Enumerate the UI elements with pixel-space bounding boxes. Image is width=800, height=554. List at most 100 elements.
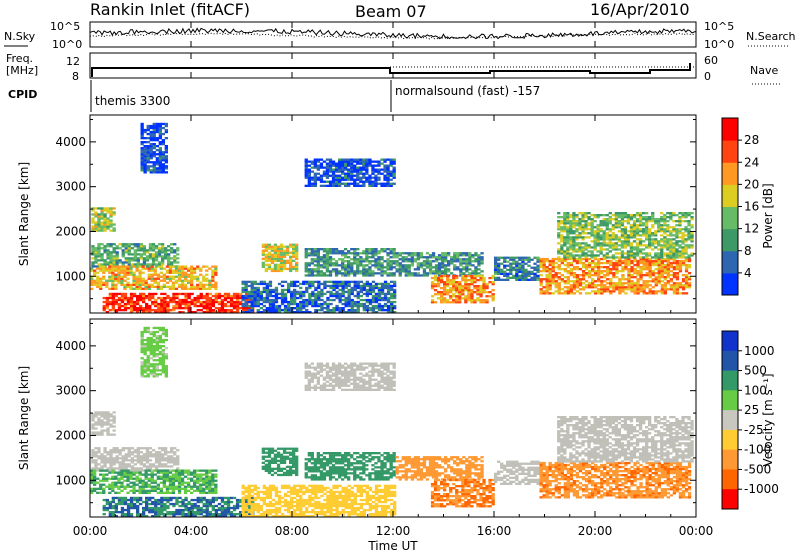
range-gate-cell	[271, 290, 276, 294]
range-gate-cell	[117, 269, 121, 272]
range-gate-cell	[563, 276, 567, 279]
range-gate-cell	[365, 250, 369, 253]
range-gate-cell	[503, 256, 507, 259]
range-gate-cell	[180, 267, 185, 270]
range-gate-cell	[657, 268, 661, 271]
range-gate-cell	[642, 266, 646, 269]
range-gate-cell	[112, 451, 116, 454]
range-gate-cell	[359, 178, 363, 181]
range-gate-cell	[428, 270, 433, 273]
range-gate-cell	[344, 300, 348, 304]
range-gate-cell	[690, 234, 694, 237]
range-gate-cell	[392, 250, 396, 253]
range-gate-cell	[149, 155, 153, 158]
range-gate-cell	[398, 266, 402, 269]
range-gate-cell	[158, 171, 162, 174]
range-gate-cell	[651, 238, 655, 241]
range-gate-cell	[304, 170, 308, 173]
range-gate-cell	[648, 292, 652, 295]
range-gate-cell	[497, 256, 501, 259]
range-gate-cell	[627, 276, 631, 279]
range-gate-cell	[316, 158, 320, 161]
range-gate-cell	[133, 463, 137, 466]
range-gate-cell	[155, 126, 159, 130]
range-gate-cell	[629, 224, 634, 227]
range-gate-cell	[184, 296, 188, 300]
range-gate-cell	[232, 300, 237, 304]
range-gate-cell	[214, 271, 218, 274]
range-gate-cell	[386, 307, 391, 310]
range-gate-cell	[334, 248, 339, 251]
range-gate-cell	[389, 272, 393, 275]
range-gate-cell	[575, 274, 580, 277]
range-gate-cell	[277, 307, 282, 310]
range-gate-cell	[515, 262, 519, 265]
range-gate-cell	[636, 266, 640, 269]
range-gate-cell	[440, 276, 444, 280]
range-gate-cell	[602, 234, 606, 237]
range-gate-cell	[362, 184, 366, 187]
range-gate-cell	[338, 182, 342, 185]
range-gate-cell	[666, 259, 670, 263]
range-gate-cell	[590, 232, 594, 235]
range-gate-cell	[681, 254, 685, 257]
range-gate-cell	[322, 180, 327, 183]
range-gate-cell	[386, 178, 390, 181]
range-gate-cell	[250, 300, 254, 304]
range-gate-cell	[99, 267, 103, 270]
range-gate-cell	[313, 268, 317, 271]
range-gate-cell	[618, 278, 622, 281]
range-gate-cell	[503, 258, 507, 261]
range-gate-cell	[280, 288, 285, 292]
range-gate-cell	[636, 282, 640, 285]
range-gate-cell	[149, 147, 153, 150]
range-gate-cell	[629, 234, 634, 237]
range-gate-cell	[609, 280, 613, 283]
range-gate-cell	[171, 285, 176, 288]
range-gate-cell	[386, 180, 390, 183]
range-gate-cell	[687, 228, 691, 231]
range-gate-cell	[105, 300, 109, 304]
noise-right-label: N.Search	[746, 30, 796, 43]
range-gate-cell	[347, 288, 351, 292]
range-gate-cell	[293, 311, 297, 313]
range-gate-cell	[660, 268, 664, 271]
range-gate-cell	[678, 218, 682, 221]
range-gate-cell	[452, 289, 456, 292]
range-gate-cell	[389, 182, 393, 185]
range-gate-cell	[462, 258, 466, 261]
range-gate-cell	[112, 261, 116, 264]
range-gate-cell	[264, 257, 268, 260]
range-gate-cell	[497, 276, 501, 279]
range-gate-cell	[615, 276, 619, 279]
range-gate-cell	[459, 258, 463, 261]
range-gate-cell	[615, 272, 619, 275]
range-gate-cell	[96, 277, 100, 280]
range-gate-cell	[446, 293, 450, 296]
range-gate-cell	[328, 162, 333, 165]
range-gate-cell	[138, 275, 142, 278]
range-gate-cell	[320, 288, 324, 292]
range-gate-cell	[536, 270, 540, 273]
range-gate-cell	[146, 167, 150, 170]
range-gate-cell	[669, 286, 673, 289]
range-gate-cell	[627, 257, 631, 261]
range-gate-cell	[332, 294, 336, 298]
range-gate-cell	[621, 282, 625, 285]
range-gate-cell	[566, 261, 570, 265]
range-gate-cell	[419, 262, 424, 265]
range-gate-cell	[316, 270, 320, 273]
range-gate-cell	[190, 281, 194, 284]
range-gate-cell	[669, 240, 673, 243]
range-gate-cell	[347, 160, 351, 163]
range-gate-cell	[468, 256, 472, 259]
range-gate-cell	[623, 228, 628, 231]
range-gate-cell	[135, 267, 139, 270]
range-gate-cell	[353, 158, 357, 161]
range-gate-cell	[413, 258, 417, 261]
range-gate-cell	[566, 290, 570, 293]
range-gate-cell	[271, 300, 276, 304]
range-gate-cell	[241, 304, 245, 308]
range-gate-cell	[497, 278, 501, 281]
range-gate-cell	[480, 262, 484, 265]
